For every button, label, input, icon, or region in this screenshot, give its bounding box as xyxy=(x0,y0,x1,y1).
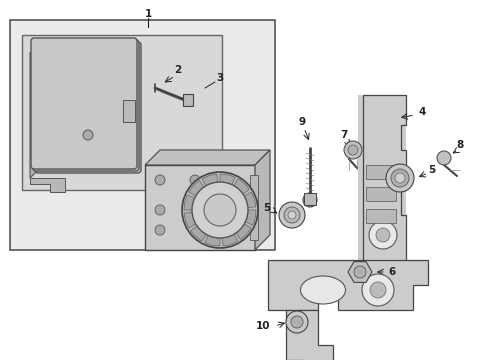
Wedge shape xyxy=(190,226,205,241)
Polygon shape xyxy=(254,150,269,250)
Text: 1: 1 xyxy=(144,9,151,19)
Circle shape xyxy=(385,164,413,192)
Circle shape xyxy=(284,207,299,223)
Circle shape xyxy=(190,225,200,235)
Bar xyxy=(145,165,254,250)
FancyBboxPatch shape xyxy=(33,40,139,171)
Bar xyxy=(123,100,135,122)
Text: 4: 4 xyxy=(417,107,425,117)
Circle shape xyxy=(287,211,295,219)
Bar xyxy=(365,165,395,179)
FancyBboxPatch shape xyxy=(35,42,141,173)
Circle shape xyxy=(394,173,404,183)
Circle shape xyxy=(436,151,450,165)
Wedge shape xyxy=(188,180,203,196)
Circle shape xyxy=(290,316,303,328)
Wedge shape xyxy=(222,234,238,246)
Bar xyxy=(183,94,193,106)
Polygon shape xyxy=(347,262,371,282)
Circle shape xyxy=(361,274,393,306)
Polygon shape xyxy=(30,45,38,178)
Polygon shape xyxy=(362,95,405,265)
Circle shape xyxy=(285,311,307,333)
Circle shape xyxy=(369,282,385,298)
Circle shape xyxy=(353,266,365,278)
Circle shape xyxy=(390,169,408,187)
Circle shape xyxy=(190,175,200,185)
Circle shape xyxy=(343,141,361,159)
Wedge shape xyxy=(202,174,217,186)
Bar xyxy=(249,175,258,240)
Wedge shape xyxy=(244,192,255,208)
Text: 9: 9 xyxy=(298,117,305,127)
Wedge shape xyxy=(234,179,249,194)
Circle shape xyxy=(83,130,93,140)
Circle shape xyxy=(279,202,305,228)
Text: 10: 10 xyxy=(255,321,269,331)
Bar xyxy=(304,193,315,205)
Bar xyxy=(357,95,405,265)
Circle shape xyxy=(203,194,236,226)
Text: 7: 7 xyxy=(340,130,347,140)
Text: 3: 3 xyxy=(216,73,223,83)
Circle shape xyxy=(192,182,247,238)
Circle shape xyxy=(155,205,164,215)
Bar xyxy=(22,35,222,190)
Text: 8: 8 xyxy=(455,140,463,150)
Circle shape xyxy=(303,193,316,207)
Polygon shape xyxy=(30,178,65,192)
Wedge shape xyxy=(204,235,220,246)
Text: 5: 5 xyxy=(427,165,435,175)
Text: 5: 5 xyxy=(262,203,269,213)
Polygon shape xyxy=(145,150,269,165)
Circle shape xyxy=(155,225,164,235)
Text: 6: 6 xyxy=(387,267,394,277)
Bar xyxy=(10,20,274,250)
Polygon shape xyxy=(267,260,427,310)
Polygon shape xyxy=(30,45,138,53)
Wedge shape xyxy=(220,174,235,185)
Circle shape xyxy=(347,145,357,155)
Wedge shape xyxy=(184,212,195,228)
Circle shape xyxy=(182,172,258,248)
Circle shape xyxy=(375,228,389,242)
Ellipse shape xyxy=(300,276,345,304)
Circle shape xyxy=(155,175,164,185)
Circle shape xyxy=(368,221,396,249)
Bar xyxy=(365,187,395,201)
Wedge shape xyxy=(236,224,251,239)
Text: 2: 2 xyxy=(174,65,181,75)
Circle shape xyxy=(190,205,200,215)
Wedge shape xyxy=(245,210,256,225)
Wedge shape xyxy=(183,195,194,210)
Polygon shape xyxy=(285,310,332,360)
FancyBboxPatch shape xyxy=(31,38,137,169)
Bar xyxy=(365,209,395,223)
